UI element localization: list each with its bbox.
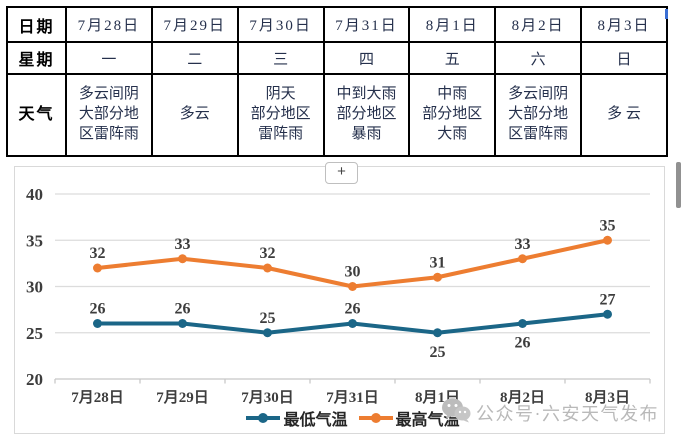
table-cell-weekday: 二 [150, 41, 239, 75]
table-cell-date: 8月2日 [494, 6, 583, 43]
table-cell-weekday: 一 [65, 41, 153, 75]
data-point-marker [348, 282, 357, 291]
table-cell-weekday: 四 [322, 41, 411, 75]
data-label: 26 [90, 301, 106, 318]
table-row-weather: 天气 多云间阴 大部分地 区雷阵雨 多云 阴天 部分地区 雷阵雨 中到大雨 部分… [6, 73, 668, 157]
data-label: 25 [430, 344, 446, 361]
data-point-marker [603, 309, 612, 319]
data-label: 35 [600, 217, 616, 234]
legend-label: 最低气温 [283, 412, 348, 429]
data-point-marker [518, 319, 527, 328]
data-label: 26 [515, 335, 531, 352]
row-label-date: 日期 [6, 6, 67, 43]
table-cell-date: 8月1日 [408, 6, 497, 43]
y-axis-tick-label: 35 [26, 231, 43, 250]
x-axis-category-label: 7月31日 [326, 389, 379, 406]
data-point-marker [93, 263, 102, 273]
legend-item-1: 最高气温 [358, 406, 460, 430]
data-point-marker [603, 235, 612, 245]
table-cell-weekday: 日 [580, 41, 668, 75]
table-cell-weather: 多云间阴 大部分地 区雷阵雨 [494, 73, 583, 157]
x-axis-category-label: 8月3日 [585, 389, 630, 406]
data-label: 30 [345, 264, 361, 281]
data-label: 33 [515, 236, 531, 253]
data-point-marker [348, 319, 357, 328]
table-cell-weather: 多云 [150, 73, 239, 157]
data-point-marker [433, 272, 442, 282]
table-cell-weekday: 六 [494, 41, 583, 75]
scrollbar-thumb[interactable] [676, 162, 681, 208]
table-cell-date: 7月30日 [236, 6, 325, 43]
data-label: 26 [345, 301, 361, 318]
table-cell-weather: 多云间阴 大部分地 区雷阵雨 [65, 73, 153, 157]
data-label: 27 [600, 291, 616, 308]
table-cell-date: 7月29日 [150, 6, 239, 43]
row-label-weather: 天气 [6, 73, 67, 157]
table-cell-weekday: 五 [408, 41, 497, 75]
data-label: 32 [90, 245, 106, 262]
legend-item-0: 最低气温 [245, 406, 348, 430]
data-label: 33 [175, 236, 191, 253]
text-cursor [665, 9, 668, 19]
table-cell-weekday: 三 [236, 41, 325, 75]
y-axis-tick-label: 30 [26, 278, 43, 297]
data-point-marker [263, 263, 272, 273]
table-cell-weather: 阴天 部分地区 雷阵雨 [236, 73, 325, 157]
chart-plot-area: 20 25 30 35 40 7月28日 7月29日 7月30日 7月31日 8月1日 8月2日 8月… [26, 185, 651, 406]
table-cell-weather: 多 云 [580, 73, 668, 157]
table-cell-weather: 中雨 部分地区 大雨 [408, 73, 497, 157]
chart-legend: 最低气温 最高气温 [14, 406, 663, 430]
table-cell-weather: 中到大雨 部分地区 暴雨 [322, 73, 411, 157]
data-label: 26 [175, 301, 191, 318]
data-point-marker [178, 254, 187, 264]
forecast-table: 日期 7月28日 7月29日 7月30日 7月31日 8月1日 8月2日 8月3… [6, 6, 668, 157]
table-cell-date: 7月28日 [65, 6, 153, 43]
legend-line-dot-icon [358, 413, 393, 423]
x-axis-category-label: 7月29日 [156, 389, 209, 406]
table-cell-date: 7月31日 [322, 6, 411, 43]
table-cell-date: 8月3日 [580, 6, 668, 43]
data-label: 31 [430, 254, 446, 271]
data-point-marker [518, 254, 527, 264]
data-label: 32 [260, 245, 276, 262]
data-label: 25 [260, 310, 276, 327]
y-axis-tick-label: 20 [26, 370, 43, 389]
y-axis-tick-label: 25 [26, 324, 43, 343]
x-axis-category-label: 7月28日 [71, 389, 124, 406]
legend-label: 最高气温 [395, 412, 460, 429]
data-point-marker [93, 319, 102, 328]
legend-line-dot-icon [246, 413, 281, 423]
x-axis-category-label: 7月30日 [241, 389, 294, 406]
table-row-date: 日期 7月28日 7月29日 7月30日 7月31日 8月1日 8月2日 8月3… [6, 6, 668, 43]
data-point-marker [178, 319, 187, 328]
data-point-marker [433, 328, 442, 338]
x-axis-category-label: 8月1日 [415, 389, 460, 406]
row-label-weekday: 星期 [6, 41, 67, 75]
chart-add-element-button[interactable]: + [325, 162, 358, 184]
plus-icon: + [337, 163, 346, 180]
table-row-weekday: 星期 一 二 三 四 五 六 日 [6, 41, 668, 75]
x-axis-category-label: 8月2日 [500, 389, 545, 406]
temperature-chart: 20 25 30 35 40 7月28日 7月29日 7月30日 7月31日 8月1日 8月2日 8月… [14, 166, 665, 434]
y-axis-tick-label: 40 [26, 185, 43, 204]
data-point-marker [263, 328, 272, 338]
